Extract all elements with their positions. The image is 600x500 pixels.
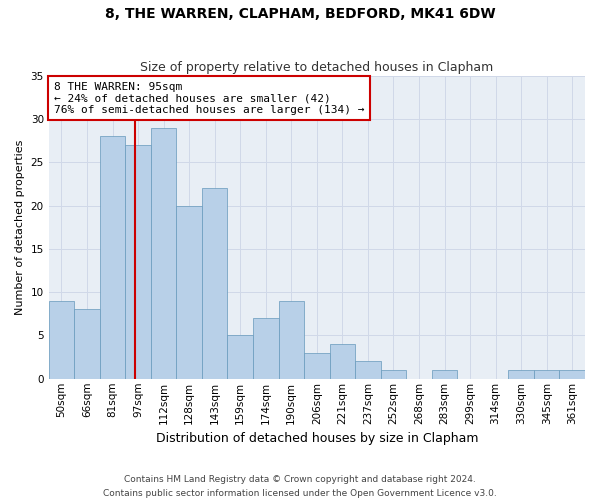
Bar <box>202 188 227 379</box>
Bar <box>355 362 380 379</box>
Bar <box>49 301 74 379</box>
Text: Contains HM Land Registry data © Crown copyright and database right 2024.
Contai: Contains HM Land Registry data © Crown c… <box>103 476 497 498</box>
X-axis label: Distribution of detached houses by size in Clapham: Distribution of detached houses by size … <box>155 432 478 445</box>
Bar <box>74 310 100 379</box>
Bar <box>559 370 585 379</box>
Bar <box>432 370 457 379</box>
Bar <box>278 301 304 379</box>
Title: Size of property relative to detached houses in Clapham: Size of property relative to detached ho… <box>140 62 493 74</box>
Bar <box>508 370 534 379</box>
Bar <box>253 318 278 379</box>
Bar <box>380 370 406 379</box>
Bar <box>227 336 253 379</box>
Bar <box>176 206 202 379</box>
Bar <box>304 353 329 379</box>
Text: 8, THE WARREN, CLAPHAM, BEDFORD, MK41 6DW: 8, THE WARREN, CLAPHAM, BEDFORD, MK41 6D… <box>104 8 496 22</box>
Bar <box>151 128 176 379</box>
Text: 8 THE WARREN: 95sqm
← 24% of detached houses are smaller (42)
76% of semi-detach: 8 THE WARREN: 95sqm ← 24% of detached ho… <box>54 82 365 115</box>
Y-axis label: Number of detached properties: Number of detached properties <box>15 140 25 315</box>
Bar <box>534 370 559 379</box>
Bar <box>125 145 151 379</box>
Bar <box>329 344 355 379</box>
Bar <box>100 136 125 379</box>
